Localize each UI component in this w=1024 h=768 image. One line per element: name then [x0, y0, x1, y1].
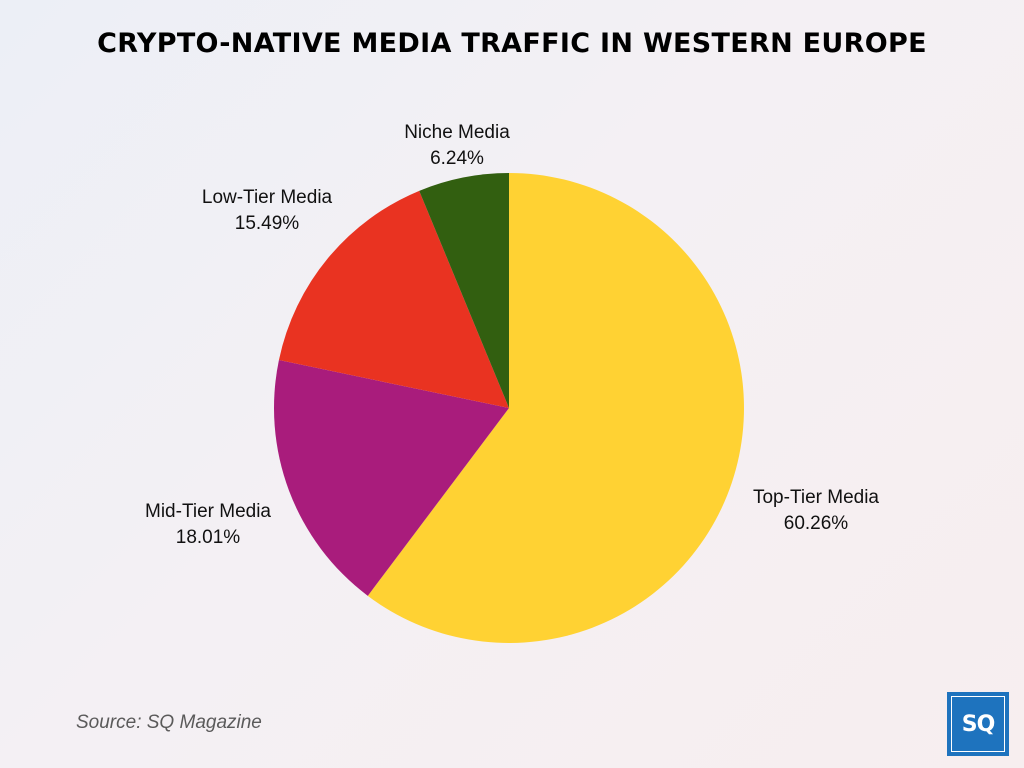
brand-logo-text: SQ — [951, 696, 1005, 752]
brand-logo: SQ — [947, 692, 1009, 756]
slice-value-niche-media: 6.24% — [430, 148, 484, 169]
pie-slice-niche-media — [419, 173, 509, 408]
pie-slice-mid-tier-media — [273, 360, 509, 596]
pie-slice-top-tier-media — [367, 173, 744, 643]
slice-value-mid-tier-media: 18.01% — [176, 527, 241, 548]
slice-label-low-tier-media: Low-Tier Media — [202, 187, 333, 208]
slice-label-mid-tier-media: Mid-Tier Media — [145, 501, 271, 522]
source-note: Source: SQ Magazine — [76, 712, 262, 733]
slice-value-low-tier-media: 15.49% — [235, 213, 300, 234]
slice-label-top-tier-media: Top-Tier Media — [753, 487, 879, 508]
slice-value-top-tier-media: 60.26% — [784, 513, 849, 534]
pie-slice-low-tier-media — [278, 190, 509, 408]
slice-label-niche-media: Niche Media — [404, 122, 510, 143]
chart-title: CRYPTO-NATIVE MEDIA TRAFFIC IN WESTERN E… — [97, 28, 927, 59]
